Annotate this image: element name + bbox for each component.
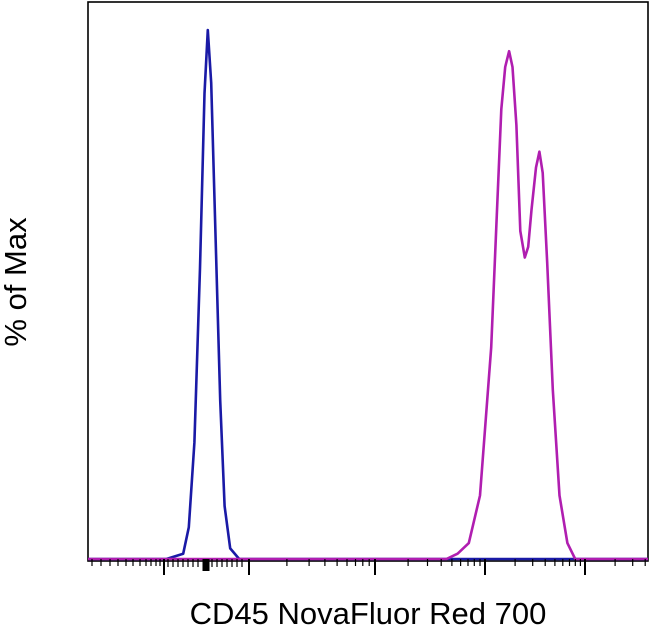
series-line-1 bbox=[88, 28, 648, 561]
x-axis-ticks bbox=[91, 559, 646, 575]
series-layer bbox=[88, 28, 648, 561]
x-axis-title: CD45 NovaFluor Red 700 bbox=[190, 596, 547, 631]
series-line-2 bbox=[88, 49, 648, 561]
y-axis-title: % of Max bbox=[0, 217, 33, 347]
plot-frame bbox=[87, 1, 649, 562]
